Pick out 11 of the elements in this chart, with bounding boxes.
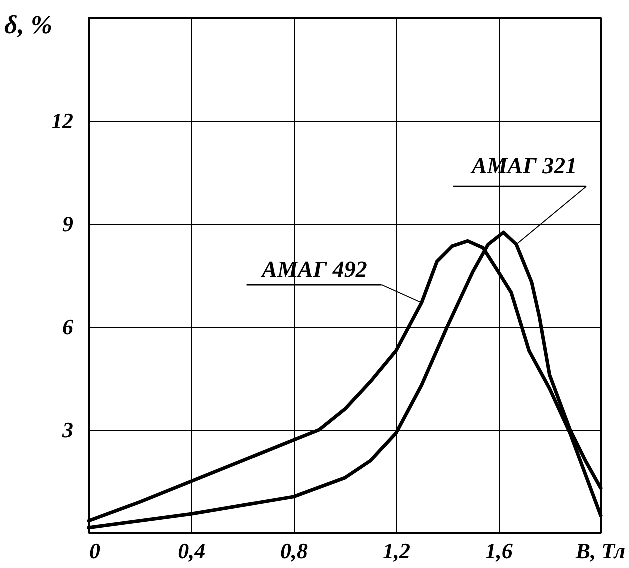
x-tick-label: 1,2: [382, 538, 410, 564]
y-tick-label: 6: [62, 314, 74, 340]
x-tick-label: 0,4: [178, 538, 206, 564]
y-axis-title: δ, %: [4, 10, 52, 40]
y-tick-label: 3: [62, 418, 74, 442]
y-tick-label: 9: [62, 212, 74, 236]
x-tick-label: 0: [90, 538, 100, 564]
x-tick-label: 1,6: [485, 538, 513, 564]
y-tick-label: 12: [52, 108, 74, 134]
x-axis-title: B, Тл: [574, 538, 626, 564]
x-tick-label: 0,8: [280, 538, 308, 564]
